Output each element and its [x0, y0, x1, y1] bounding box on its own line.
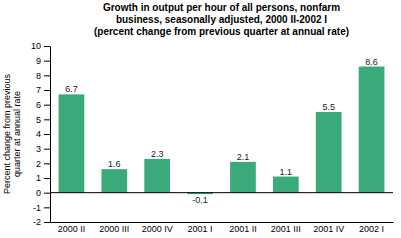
data-label: 6.7: [65, 84, 78, 94]
y-tick-mark: [44, 193, 50, 194]
x-tick-label: 2000 II: [58, 224, 86, 234]
y-tick: 3: [36, 144, 50, 154]
bar: [144, 159, 170, 193]
y-axis-title-line: quarter at annual rate: [12, 91, 22, 177]
y-tick-label: 2: [36, 159, 41, 169]
y-tick-label: 4: [36, 129, 41, 139]
x-axis-line: [51, 222, 394, 223]
x-tick: 2002 I: [359, 224, 384, 234]
y-tick: 1: [36, 173, 50, 183]
data-label: 2.1: [237, 152, 250, 162]
y-tick: -1: [33, 203, 50, 213]
y-tick: 7: [36, 85, 50, 95]
data-label: 2.3: [151, 149, 164, 159]
y-tick-mark: [44, 46, 50, 47]
bar: [316, 112, 342, 193]
y-tick-mark: [44, 61, 50, 62]
x-tick: 2000 III: [99, 224, 129, 234]
zero-line: [50, 192, 393, 193]
y-tick-mark: [44, 119, 50, 120]
title-line: (percent change from previous quarter at…: [94, 26, 349, 37]
data-label: 5.5: [322, 102, 335, 112]
y-tick-label: 8: [36, 71, 41, 81]
bar: [359, 67, 385, 193]
x-axis: 2000 II 2000 III 2000 IV 2001 I 2001 II 2001 …: [51, 223, 394, 235]
y-tick: 5: [36, 115, 50, 125]
x-tick: 2000 II: [58, 224, 86, 234]
bar: [101, 169, 127, 192]
x-tick: 2001 IV: [313, 224, 344, 234]
y-tick-label: 10: [31, 41, 41, 51]
y-tick-mark: [44, 207, 50, 208]
plot-area: [50, 67, 393, 195]
y-tick-label: -1: [33, 203, 41, 213]
bar: [230, 162, 256, 193]
y-tick-mark: [44, 134, 50, 135]
y-tick-mark: [44, 75, 50, 76]
title-line: business, seasonally adjusted, 2000 II-2…: [116, 14, 327, 25]
bar: [59, 94, 85, 192]
data-label: 1.6: [108, 159, 121, 169]
data-labels: 6.7 1.6 2.3 -0.1 2.1 1.1 5.5 8.6: [65, 57, 378, 205]
x-tick: 2001 I: [188, 224, 213, 234]
y-tick: 8: [36, 71, 50, 81]
x-tick: 2000 IV: [142, 224, 173, 234]
x-tick-label: 2001 II: [229, 224, 257, 234]
y-tick-mark: [44, 178, 50, 179]
y-tick-mark: [44, 149, 50, 150]
y-tick-mark: [44, 105, 50, 106]
x-tick-label: 2001 III: [271, 224, 301, 234]
x-tick-label: 2001 I: [188, 224, 213, 234]
x-tick-label: 2001 IV: [313, 224, 344, 234]
data-label: 8.6: [365, 57, 378, 67]
y-tick: 4: [36, 129, 50, 139]
y-tick: 6: [36, 100, 50, 110]
title: Growth in output per hour of all persons…: [94, 2, 349, 37]
y-tick: -2: [33, 217, 50, 227]
data-label: 1.1: [280, 167, 293, 177]
x-tick-label: 2000 III: [99, 224, 129, 234]
y-tick: 2: [36, 159, 50, 169]
bar: [273, 177, 299, 193]
title-line: Growth in output per hour of all persons…: [103, 2, 340, 13]
y-tick-label: 6: [36, 100, 41, 110]
y-tick: 10: [31, 41, 50, 51]
y-tick-mark: [44, 163, 50, 164]
y-tick: 0: [36, 188, 50, 198]
y-tick-label: 9: [36, 56, 41, 66]
x-tick: 2001 III: [271, 224, 301, 234]
y-tick: 9: [36, 56, 50, 66]
data-label: -0.1: [192, 195, 208, 205]
y-tick-label: 7: [36, 85, 41, 95]
y-axis-line: [50, 47, 51, 223]
y-tick-mark: [44, 222, 50, 223]
x-tick-label: 2000 IV: [142, 224, 173, 234]
y-tick-label: 0: [36, 188, 41, 198]
y-tick-label: -2: [33, 217, 41, 227]
x-tick: 2001 II: [229, 224, 257, 234]
y-tick-label: 1: [36, 173, 41, 183]
y-tick-mark: [44, 90, 50, 91]
y-axis-title: Percent change from previousquarter at a…: [2, 73, 22, 194]
y-tick-label: 5: [36, 115, 41, 125]
y-tick-label: 3: [36, 144, 41, 154]
x-tick-label: 2002 I: [359, 224, 384, 234]
chart: -2-10123456789102000 II2000 III2000 IV20…: [0, 0, 401, 238]
y-axis: -2 -1 0 1 2 3 4 5 6 7 8 9 10: [31, 41, 51, 227]
y-axis-title-line: Percent change from previous: [2, 73, 12, 194]
